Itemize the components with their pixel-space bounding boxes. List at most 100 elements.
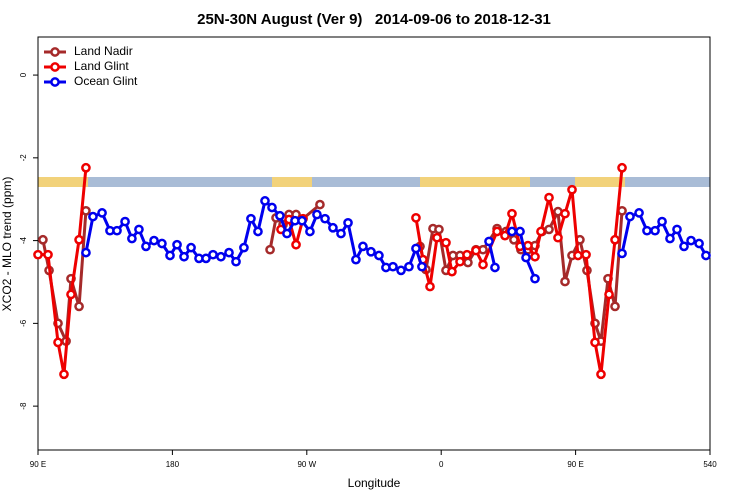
data-point	[328, 222, 338, 233]
data-point	[484, 236, 494, 247]
y-axis-label: XCO2 - MLO trend (ppm)	[0, 177, 14, 312]
data-point	[315, 199, 325, 210]
data-point	[260, 196, 270, 206]
data-point	[610, 301, 620, 312]
data-point	[404, 261, 414, 272]
data-point	[38, 234, 48, 245]
data-point	[507, 226, 517, 237]
data-point	[141, 241, 151, 252]
data-point	[634, 208, 644, 218]
data-point	[43, 249, 53, 260]
data-point	[672, 224, 682, 235]
data-point	[463, 257, 473, 268]
data-point	[53, 337, 63, 348]
data-point	[500, 230, 510, 241]
data-point	[179, 251, 189, 262]
data-point	[320, 213, 330, 224]
data-point	[134, 224, 144, 235]
data-point	[610, 234, 620, 245]
data-point	[246, 213, 256, 224]
data-point	[127, 233, 137, 244]
data-point	[617, 248, 627, 259]
data-point	[81, 247, 91, 258]
data-point	[216, 251, 226, 262]
data-point	[544, 192, 554, 203]
data-point	[208, 249, 218, 260]
y-tick-label: 0	[19, 72, 28, 77]
data-point	[434, 224, 444, 235]
data-point	[530, 273, 540, 284]
data-point	[81, 162, 91, 173]
data-point	[560, 276, 570, 287]
x-tick-label: 180	[166, 460, 180, 469]
data-point	[523, 240, 533, 251]
data-point	[267, 202, 277, 213]
data-point	[291, 239, 301, 250]
chart-title: 25N-30N August (Ver 9) 2014-09-06 to 201…	[197, 11, 551, 28]
data-point	[282, 228, 292, 239]
legend-label: Land Nadir	[74, 44, 133, 58]
data-point	[186, 242, 196, 253]
data-point	[679, 241, 689, 252]
x-tick-label: 90 E	[567, 460, 583, 469]
data-point	[66, 289, 76, 300]
data-point	[396, 265, 406, 276]
data-point	[701, 250, 711, 261]
data-point	[471, 245, 481, 256]
x-tick-label: 90 E	[30, 460, 46, 469]
data-point	[544, 224, 554, 235]
data-point	[650, 225, 660, 236]
map-strip	[38, 177, 710, 187]
data-point	[336, 228, 346, 239]
data-point	[366, 246, 376, 257]
data-point	[33, 249, 43, 260]
x-tick-label: 0	[439, 460, 444, 469]
data-point	[596, 369, 606, 380]
data-point	[432, 232, 442, 243]
data-point	[224, 247, 234, 258]
data-point	[521, 252, 531, 263]
series-line	[84, 199, 708, 280]
data-point	[657, 216, 667, 227]
data-point	[553, 232, 563, 243]
data-point	[478, 259, 488, 270]
data-point	[515, 226, 525, 237]
data-point	[625, 211, 635, 222]
data-point	[312, 209, 322, 220]
data-point	[74, 234, 84, 245]
data-point	[97, 208, 107, 218]
data-point	[358, 241, 368, 252]
data-point	[425, 281, 435, 292]
data-point	[642, 225, 652, 236]
data-point	[374, 250, 384, 261]
x-tick-label: 540	[703, 460, 717, 469]
data-point	[305, 226, 315, 237]
data-point	[88, 211, 98, 222]
data-point	[59, 369, 69, 380]
data-point	[567, 184, 577, 195]
data-point	[604, 289, 614, 300]
data-point	[112, 225, 122, 236]
data-point	[573, 250, 583, 261]
legend-marker	[50, 77, 60, 87]
data-point	[560, 208, 570, 219]
x-axis-label: Longitude	[348, 476, 401, 490]
data-point	[490, 262, 500, 273]
data-point	[417, 261, 427, 272]
data-point	[253, 226, 263, 237]
data-point	[275, 210, 285, 221]
data-point	[530, 251, 540, 262]
data-point	[492, 226, 502, 237]
data-point	[231, 256, 241, 267]
data-point	[201, 253, 211, 264]
legend-label: Land Glint	[74, 59, 129, 73]
plot-frame	[37, 36, 711, 451]
data-point	[694, 238, 704, 249]
data-point	[297, 215, 307, 226]
data-point	[172, 239, 182, 250]
data-point	[536, 226, 546, 237]
data-point	[686, 235, 696, 246]
data-point	[617, 162, 627, 173]
y-tick-label: -4	[19, 237, 28, 245]
